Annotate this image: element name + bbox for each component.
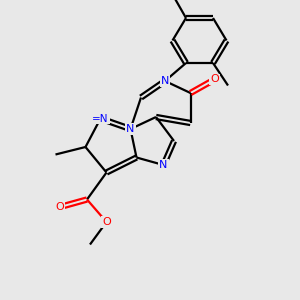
Text: O: O: [102, 217, 111, 227]
Text: O: O: [56, 202, 64, 212]
Text: N: N: [126, 124, 135, 134]
Text: N: N: [161, 76, 169, 86]
Text: O: O: [210, 74, 219, 85]
Text: N: N: [159, 160, 168, 170]
Text: =N: =N: [92, 113, 109, 124]
